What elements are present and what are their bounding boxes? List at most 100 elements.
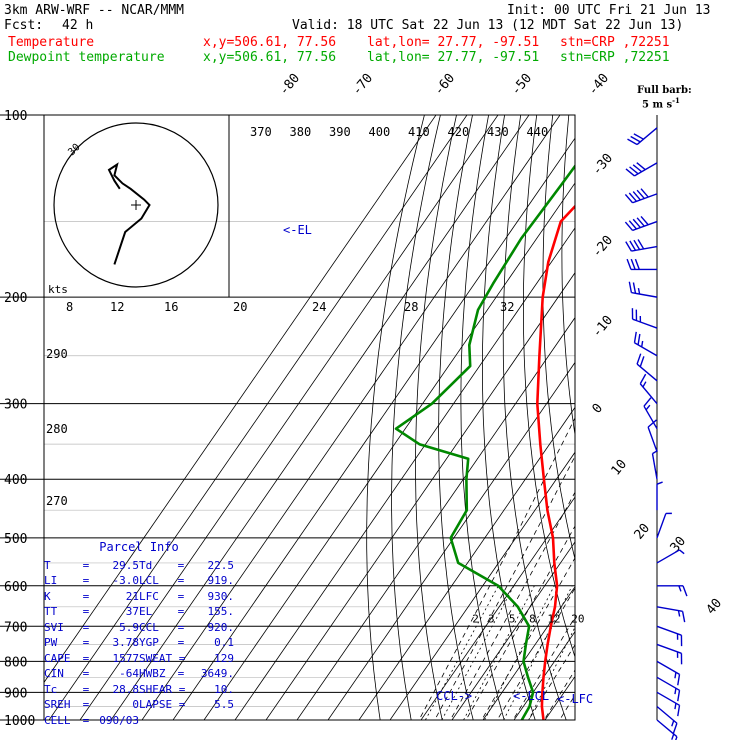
parcel-equals: = xyxy=(170,589,185,603)
wind-barb-180 xyxy=(626,258,657,271)
moist-adiabat-10 xyxy=(481,557,575,720)
mixing-ratio-line-3 xyxy=(441,585,515,720)
parcel-equals: = xyxy=(75,605,90,618)
parcel-key: K xyxy=(44,589,51,603)
parcel-cell: SVI = 5.9 xyxy=(44,620,139,636)
parcel-cell: SREH = 0 xyxy=(44,697,139,713)
parcel-value: 0.1 xyxy=(214,636,234,649)
wind-barb-staff-300 xyxy=(639,383,658,405)
parcel-equals: = xyxy=(170,620,185,634)
wind-barb-half-300 xyxy=(642,381,647,388)
isobar-lines xyxy=(0,114,575,721)
wind-barb-950 xyxy=(656,705,678,734)
moist-adiabat-30 xyxy=(543,669,575,720)
wind-barb-flag-250-1 xyxy=(637,333,641,345)
isotherm-label-20: 20 xyxy=(632,521,654,543)
hodograph-unit: kts xyxy=(48,283,68,296)
theta-label-400: 400 xyxy=(369,125,391,139)
wind-barb-staff-400 xyxy=(651,453,658,480)
dry-adiabat-270 xyxy=(415,115,457,720)
parcel-row: Tc = 28.8 SHEAR = 10. xyxy=(44,682,234,698)
parcel-key: Td xyxy=(139,558,153,572)
wind-barb-staff-200 xyxy=(631,291,658,298)
wind-barb-half-900 xyxy=(674,703,677,710)
parcel-key: TT xyxy=(44,605,58,618)
theta-label-410: 410 xyxy=(408,125,430,139)
wind-barb-staff-850 xyxy=(656,676,680,691)
parcel-value: 930. xyxy=(207,589,235,603)
moist-adiabat-40 xyxy=(574,719,575,720)
wind-barb-flag-180-1 xyxy=(630,258,636,270)
series-temperature xyxy=(536,204,575,720)
wind-barb-half-850 xyxy=(674,688,677,695)
isotherm-label--20: -20 xyxy=(590,233,617,261)
parcel-cell: Td = 22.5 xyxy=(139,558,234,574)
hodograph-trace xyxy=(107,162,151,265)
wind-barb-450 xyxy=(656,481,663,511)
wind-barb-flag-330-0 xyxy=(643,397,652,407)
parcel-cell: HWBZ = 3649. xyxy=(139,666,234,682)
isotherm--110 xyxy=(110,115,530,720)
mixing-ratio-line-8 xyxy=(484,585,555,720)
wind-barb-half-250 xyxy=(640,340,644,348)
parcel-row: LI = -3.0 LCL = 919. xyxy=(44,573,234,589)
parcel-cell: K = 21 xyxy=(44,589,139,605)
isotherm--10 xyxy=(420,496,575,720)
parcel-row: PW = 3.78 YGP = 0.1 xyxy=(44,635,234,651)
wind-barb-flag-300-0 xyxy=(639,373,647,385)
series-dewpoint xyxy=(394,164,575,720)
parcel-key: CAPE xyxy=(44,651,71,665)
parcel-key: YGP xyxy=(139,636,159,649)
isotherm--120 xyxy=(79,115,499,720)
dry-adiabat-360 xyxy=(598,87,728,733)
parcel-key: SWEAT xyxy=(139,651,173,665)
parcel-value: 29.5 xyxy=(112,558,140,572)
wind-barb-flag-150-3 xyxy=(636,217,645,227)
parcel-value: 919. xyxy=(207,574,235,587)
dry-adiabat-300 xyxy=(482,115,536,720)
parcel-value: 3649. xyxy=(200,667,234,680)
temperature-latlon: lat,lon= 27.77, -97.51 xyxy=(367,35,540,50)
theta-side-label-270: 270 xyxy=(46,494,68,508)
dry-adiabat-400 xyxy=(665,87,740,733)
wind-barb-flag-850-0 xyxy=(677,690,681,702)
theta-label-420: 420 xyxy=(448,125,470,139)
parcel-key: HWBZ xyxy=(139,667,166,680)
isotherm-label-0: 0 xyxy=(590,401,607,417)
isotherm-30 xyxy=(544,675,575,720)
wind-barb-flag-150-1 xyxy=(628,220,638,230)
wind-barb-staff-330 xyxy=(643,405,658,430)
dry-adiabat-280 xyxy=(438,115,474,720)
wind-barb-flag-1000-0 xyxy=(675,736,678,740)
wind-barb-flag-120-2 xyxy=(632,164,643,173)
parcel-value: -64 xyxy=(119,667,139,680)
isotherm--100 xyxy=(141,115,561,720)
wind-barb-staff-800 xyxy=(656,660,680,675)
hodograph-tick-24: 24 xyxy=(312,300,326,314)
isotherm--20 xyxy=(389,451,575,720)
pressure-label-500: 500 xyxy=(4,532,27,547)
parcel-equals: = xyxy=(75,574,90,587)
parcel-value: 37 xyxy=(125,605,139,618)
wind-barb-800 xyxy=(656,660,681,686)
wind-barb-half-450 xyxy=(656,481,663,485)
wind-barb-400 xyxy=(651,449,658,480)
model-title: 3km ARW-WRF -- NCAR/MMM xyxy=(4,3,185,18)
pressure-label-700: 700 xyxy=(4,620,27,635)
parcel-key: SVI xyxy=(44,620,64,634)
wind-barb-275 xyxy=(636,353,658,382)
wind-barb-150 xyxy=(624,215,658,232)
parcel-equals: = xyxy=(172,698,186,711)
parcel-value: 5.9 xyxy=(119,620,139,634)
parcel-row: T = 29.5 Td = 22.5 xyxy=(44,558,234,574)
wind-barb-flag-165-3 xyxy=(637,239,645,250)
wind-barb-flag-180-2 xyxy=(634,258,640,270)
moist-adiabat-5 xyxy=(465,525,575,720)
parcel-cell: Tc = 28.8 xyxy=(44,682,139,698)
moist-adiabat-15 xyxy=(496,587,575,720)
parcel-cell: LAPSE = 5.5 xyxy=(139,697,234,713)
wind-barb-staff-150 xyxy=(632,220,658,232)
wind-barb-flag-105-2 xyxy=(633,133,644,140)
dewpoint-xy: x,y=506.61, 77.56 xyxy=(203,50,337,65)
